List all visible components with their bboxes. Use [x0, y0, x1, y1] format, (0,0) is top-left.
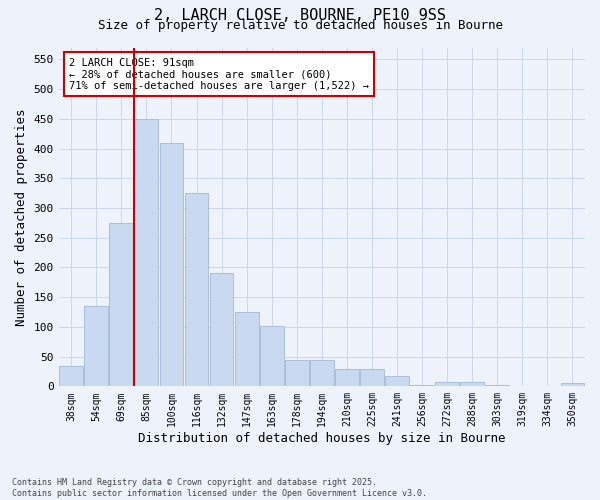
Bar [435, 382, 459, 386]
Bar [410, 384, 434, 386]
Text: Size of property relative to detached houses in Bourne: Size of property relative to detached ho… [97, 19, 503, 32]
Bar [560, 384, 584, 386]
Bar [285, 360, 308, 386]
Bar [109, 223, 133, 386]
Bar [85, 306, 108, 386]
Bar [335, 368, 359, 386]
Y-axis label: Number of detached properties: Number of detached properties [15, 108, 28, 326]
Bar [385, 376, 409, 386]
Bar [185, 193, 208, 386]
Bar [360, 368, 384, 386]
Text: 2 LARCH CLOSE: 91sqm
← 28% of detached houses are smaller (600)
71% of semi-deta: 2 LARCH CLOSE: 91sqm ← 28% of detached h… [69, 58, 369, 91]
Bar [160, 142, 184, 386]
X-axis label: Distribution of detached houses by size in Bourne: Distribution of detached houses by size … [138, 432, 506, 445]
Text: Contains HM Land Registry data © Crown copyright and database right 2025.
Contai: Contains HM Land Registry data © Crown c… [12, 478, 427, 498]
Text: 2, LARCH CLOSE, BOURNE, PE10 9SS: 2, LARCH CLOSE, BOURNE, PE10 9SS [154, 8, 446, 23]
Bar [260, 326, 284, 386]
Bar [460, 382, 484, 386]
Bar [235, 312, 259, 386]
Bar [310, 360, 334, 386]
Bar [59, 366, 83, 386]
Bar [485, 385, 509, 386]
Bar [209, 274, 233, 386]
Bar [134, 119, 158, 386]
